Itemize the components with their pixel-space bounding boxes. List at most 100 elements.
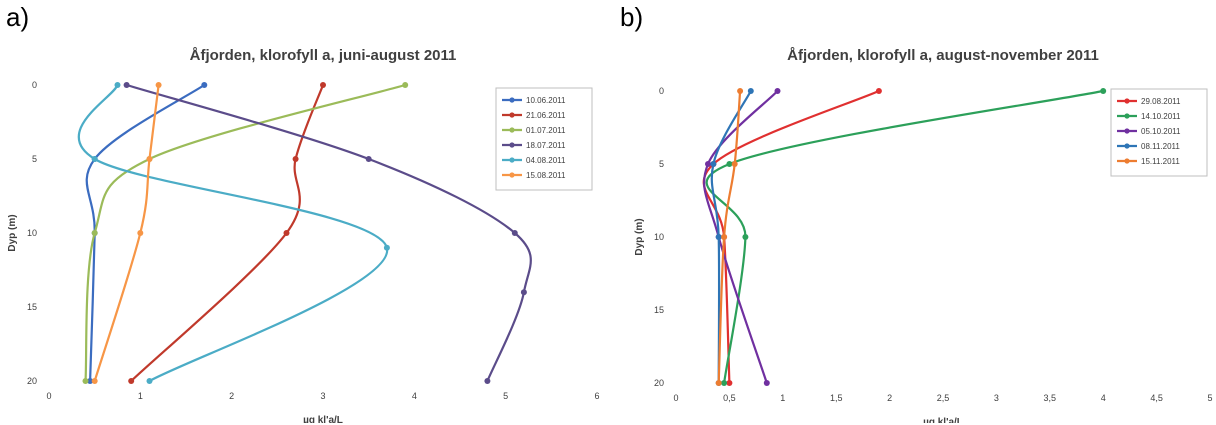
chart-panel-b: Åfjorden, klorofyll a, august-november 2… xyxy=(634,47,1213,423)
series-line xyxy=(125,83,532,383)
chart-panel-a: Åfjorden, klorofyll a, juni-august 2011 0… xyxy=(8,47,600,423)
legend-marker xyxy=(1124,113,1130,119)
data-point xyxy=(520,289,527,296)
y-axis-label: Dyp (m) xyxy=(8,214,18,251)
data-point xyxy=(726,380,733,386)
data-point xyxy=(721,234,728,240)
y-tick-label: 20 xyxy=(27,376,37,386)
x-tick-label: 2 xyxy=(887,393,892,403)
data-point xyxy=(283,230,290,236)
data-point xyxy=(763,380,770,386)
x-tick-label: 3 xyxy=(320,391,325,401)
x-tick-label: 3 xyxy=(994,393,999,403)
data-point xyxy=(742,234,749,240)
data-point xyxy=(155,82,162,88)
series-line xyxy=(77,83,389,383)
legend-label: 01.07.2011 xyxy=(526,126,566,135)
series-line xyxy=(130,83,325,383)
series-line xyxy=(85,83,206,383)
data-point xyxy=(320,82,326,88)
data-point xyxy=(715,380,722,386)
data-point xyxy=(875,88,882,94)
x-tick-label: 1,5 xyxy=(830,393,843,403)
legend-label: 14.10.2011 xyxy=(1141,112,1181,121)
x-axis-label: µg kl'a/L xyxy=(923,417,963,423)
x-tick-label: 0 xyxy=(673,393,678,403)
x-tick-label: 1 xyxy=(138,391,143,401)
data-point xyxy=(91,378,98,384)
data-point xyxy=(484,378,491,384)
legend-label: 15.11.2011 xyxy=(1141,157,1180,166)
legend-label: 29.08.2011 xyxy=(1141,97,1181,106)
data-point xyxy=(1100,88,1107,94)
series-line xyxy=(93,83,160,383)
x-tick-label: 0 xyxy=(46,391,51,401)
data-point xyxy=(137,230,144,236)
data-point xyxy=(721,380,728,386)
data-point xyxy=(91,156,98,162)
data-point xyxy=(383,244,390,251)
legend-marker xyxy=(1124,158,1130,164)
x-tick-label: 0,5 xyxy=(723,393,736,403)
y-tick-label: 15 xyxy=(27,302,37,312)
legend-label: 08.11.2011 xyxy=(1141,142,1180,151)
y-tick-label: 0 xyxy=(659,86,664,96)
x-tick-label: 2,5 xyxy=(937,393,950,403)
x-tick-label: 1 xyxy=(780,393,785,403)
legend-label: 10.06.2011 xyxy=(526,96,566,105)
chart-title: Åfjorden, klorofyll a, august-november 2… xyxy=(787,47,1099,64)
x-tick-label: 5 xyxy=(1207,393,1212,403)
data-point xyxy=(292,156,299,162)
data-point xyxy=(91,230,98,236)
legend-marker xyxy=(1124,143,1130,149)
legend-marker xyxy=(509,172,515,178)
data-point xyxy=(114,82,121,88)
data-point xyxy=(774,88,781,94)
data-point xyxy=(365,156,372,162)
legend-marker xyxy=(509,157,515,163)
legend-marker xyxy=(1124,98,1130,104)
data-point xyxy=(201,82,208,88)
legend-marker xyxy=(1124,128,1130,134)
x-tick-label: 4,5 xyxy=(1150,393,1163,403)
y-tick-label: 5 xyxy=(659,159,664,169)
legend-label: 18.07.2011 xyxy=(526,141,566,150)
data-point xyxy=(511,230,518,236)
y-tick-label: 15 xyxy=(654,305,664,315)
data-point xyxy=(402,82,409,88)
y-tick-label: 10 xyxy=(27,228,37,238)
legend-label: 05.10.2011 xyxy=(1141,127,1181,136)
legend-label: 15.08.2011 xyxy=(526,171,566,180)
legend-marker xyxy=(509,142,515,148)
data-point xyxy=(128,378,135,384)
data-point xyxy=(705,161,711,167)
x-tick-label: 4 xyxy=(412,391,417,401)
y-tick-label: 0 xyxy=(32,80,37,90)
y-tick-label: 20 xyxy=(654,378,664,388)
panel-label-b: b) xyxy=(620,2,644,32)
data-point xyxy=(715,234,722,240)
y-tick-label: 5 xyxy=(32,154,37,164)
series-line xyxy=(702,89,880,385)
series-line xyxy=(710,89,752,385)
chart-title: Åfjorden, klorofyll a, juni-august 2011 xyxy=(190,47,457,64)
x-axis-label: µg kl'a/L xyxy=(303,415,343,423)
data-point xyxy=(737,88,744,94)
data-point xyxy=(747,88,754,94)
x-tick-label: 6 xyxy=(594,391,599,401)
data-point xyxy=(726,161,733,167)
series-line xyxy=(84,83,407,383)
data-point xyxy=(710,161,717,167)
series-line xyxy=(703,89,779,385)
series-line xyxy=(717,89,742,385)
x-tick-label: 4 xyxy=(1101,393,1106,403)
y-tick-label: 10 xyxy=(654,232,664,242)
data-point xyxy=(146,378,153,384)
data-point xyxy=(87,378,94,384)
legend-marker xyxy=(509,97,515,103)
x-tick-label: 3,5 xyxy=(1044,393,1057,403)
x-tick-label: 2 xyxy=(229,391,234,401)
legend-marker xyxy=(509,112,515,118)
legend-marker xyxy=(509,127,515,133)
data-point xyxy=(731,161,738,167)
